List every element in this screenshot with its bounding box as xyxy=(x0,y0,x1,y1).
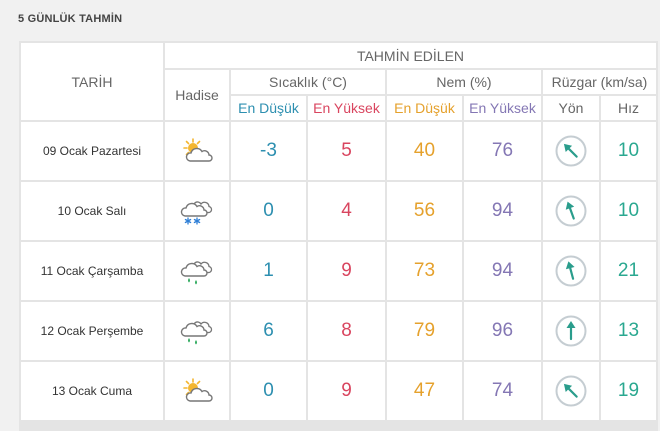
forecast-table: TARİH TAHMİN EDİLEN Hadise Sıcaklık (°C)… xyxy=(19,41,658,431)
header-wind-direction: Yön xyxy=(543,96,599,120)
header-temp-min: En Düşük xyxy=(231,96,306,120)
wind-direction-icon xyxy=(543,122,599,180)
row-temp-min: -3 xyxy=(231,122,306,180)
header-forecast: TAHMİN EDİLEN xyxy=(165,43,656,68)
wind-direction-icon xyxy=(543,242,599,300)
row-hum-min: 40 xyxy=(387,122,462,180)
row-temp-min: 1 xyxy=(231,242,306,300)
row-wind-speed: 10 xyxy=(601,122,656,180)
row-wind-speed: 13 xyxy=(601,302,656,360)
snow-cloud-icon xyxy=(165,182,229,240)
header-date: TARİH xyxy=(21,43,163,120)
row-date: 10 Ocak Salı xyxy=(21,182,163,240)
row-wind-speed: 19 xyxy=(601,362,656,420)
row-wind-speed: 10 xyxy=(601,182,656,240)
row-hum-min: 56 xyxy=(387,182,462,240)
header-temperature: Sıcaklık (°C) xyxy=(231,70,385,94)
row-date: 13 Ocak Cuma xyxy=(21,362,163,420)
wind-direction-icon xyxy=(543,182,599,240)
row-hum-max: 74 xyxy=(464,362,541,420)
header-event: Hadise xyxy=(165,70,229,120)
row-date: 11 Ocak Çarşamba xyxy=(21,242,163,300)
header-humidity-min: En Düşük xyxy=(387,96,462,120)
header-humidity-max: En Yüksek xyxy=(464,96,541,120)
header-wind-speed: Hız xyxy=(601,96,656,120)
header-wind: Rüzgar (km/sa) xyxy=(543,70,656,94)
page-title: 5 GÜNLÜK TAHMİN xyxy=(18,13,123,25)
row-temp-max: 4 xyxy=(308,182,385,240)
row-temp-max: 9 xyxy=(308,242,385,300)
row-date: 12 Ocak Perşembe xyxy=(21,302,163,360)
row-temp-max: 5 xyxy=(308,122,385,180)
header-humidity: Nem (%) xyxy=(387,70,541,94)
row-hum-max: 76 xyxy=(464,122,541,180)
row-date: 09 Ocak Pazartesi xyxy=(21,122,163,180)
row-hum-min: 47 xyxy=(387,362,462,420)
row-hum-min: 73 xyxy=(387,242,462,300)
partly-sunny-icon xyxy=(165,122,229,180)
rain-cloud-icon xyxy=(165,242,229,300)
rain-cloud-icon xyxy=(165,302,229,360)
row-temp-max: 9 xyxy=(308,362,385,420)
row-wind-speed: 21 xyxy=(601,242,656,300)
row-hum-max: 94 xyxy=(464,242,541,300)
row-hum-min: 79 xyxy=(387,302,462,360)
row-temp-min: 0 xyxy=(231,182,306,240)
header-temp-max: En Yüksek xyxy=(308,96,385,120)
wind-direction-icon xyxy=(543,362,599,420)
row-temp-max: 8 xyxy=(308,302,385,360)
row-hum-max: 96 xyxy=(464,302,541,360)
partly-sunny-icon xyxy=(165,362,229,420)
wind-direction-icon xyxy=(543,302,599,360)
row-temp-min: 0 xyxy=(231,362,306,420)
row-hum-max: 94 xyxy=(464,182,541,240)
row-temp-min: 6 xyxy=(231,302,306,360)
